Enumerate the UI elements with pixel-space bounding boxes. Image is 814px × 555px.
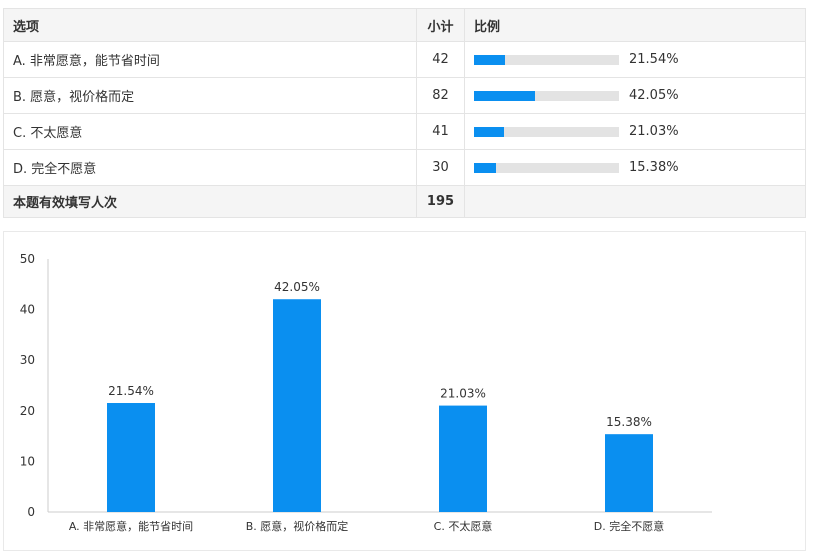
survey-results-table: 选项 小计 比例 A. 非常愿意，能节省时间 42 21.54% B. 愿意，视… — [3, 8, 806, 218]
header-count: 小计 — [416, 8, 465, 42]
total-empty-cell — [464, 185, 806, 218]
ratio-cell: 15.38% — [464, 149, 806, 186]
table-header-row: 选项 小计 比例 — [3, 8, 806, 42]
ratio-percent: 15.38% — [629, 160, 679, 175]
ratio-bar-track — [474, 162, 619, 173]
bar-data-label: 42.05% — [274, 280, 320, 294]
ratio-bar-track — [474, 126, 619, 137]
header-option: 选项 — [3, 8, 417, 42]
option-count: 42 — [416, 41, 465, 78]
bar-chart-panel: 0 10 20 30 40 50 21.54% A. 非常愿意，能节省时间 42.05% B. 愿… — [3, 231, 806, 551]
table-row: D. 完全不愿意 30 15.38% — [3, 149, 806, 186]
ratio-bar-fill — [474, 54, 506, 65]
y-tick-label: 40 — [20, 303, 35, 317]
x-tick-label: C. 不太愿意 — [434, 519, 493, 533]
y-tick-label: 10 — [20, 454, 35, 468]
ratio-bar-fill — [474, 90, 535, 101]
table-row: C. 不太愿意 41 21.03% — [3, 113, 806, 150]
ratio-cell: 21.54% — [464, 41, 806, 78]
ratio-bar-fill — [474, 162, 497, 173]
bar-data-label: 21.03% — [440, 387, 486, 401]
y-tick-label: 20 — [20, 404, 35, 418]
option-count: 82 — [416, 77, 465, 114]
ratio-percent: 42.05% — [629, 88, 679, 103]
table-row: A. 非常愿意，能节省时间 42 21.54% — [3, 41, 806, 78]
bar — [439, 405, 487, 512]
y-tick-label: 0 — [27, 505, 35, 519]
header-ratio: 比例 — [464, 8, 806, 42]
ratio-cell: 21.03% — [464, 113, 806, 150]
ratio-percent: 21.03% — [629, 124, 679, 139]
total-row: 本题有效填写人次 195 — [3, 185, 806, 218]
ratio-bar-track — [474, 90, 619, 101]
option-label: C. 不太愿意 — [3, 113, 417, 150]
y-tick-label: 50 — [20, 252, 35, 266]
bar-chart: 0 10 20 30 40 50 21.54% A. 非常愿意，能节省时间 42.05% B. 愿… — [20, 252, 712, 533]
bar — [107, 403, 155, 512]
bar-data-label: 15.38% — [606, 415, 652, 429]
option-count: 41 — [416, 113, 465, 150]
total-label: 本题有效填写人次 — [3, 185, 417, 218]
ratio-bar-track — [474, 54, 619, 65]
option-label: D. 完全不愿意 — [3, 149, 417, 186]
ratio-cell: 42.05% — [464, 77, 806, 114]
bar-data-label: 21.54% — [108, 384, 154, 398]
bar — [605, 434, 653, 512]
ratio-bar-fill — [474, 126, 505, 137]
option-count: 30 — [416, 149, 465, 186]
table-row: B. 愿意，视价格而定 82 42.05% — [3, 77, 806, 114]
total-count: 195 — [416, 185, 465, 218]
option-label: B. 愿意，视价格而定 — [3, 77, 417, 114]
y-tick-label: 30 — [20, 353, 35, 367]
bar — [273, 299, 321, 512]
x-tick-label: B. 愿意，视价格而定 — [246, 519, 349, 533]
x-tick-label: A. 非常愿意，能节省时间 — [69, 519, 193, 533]
option-label: A. 非常愿意，能节省时间 — [3, 41, 417, 78]
ratio-percent: 21.54% — [629, 52, 679, 67]
x-tick-label: D. 完全不愿意 — [594, 519, 664, 533]
